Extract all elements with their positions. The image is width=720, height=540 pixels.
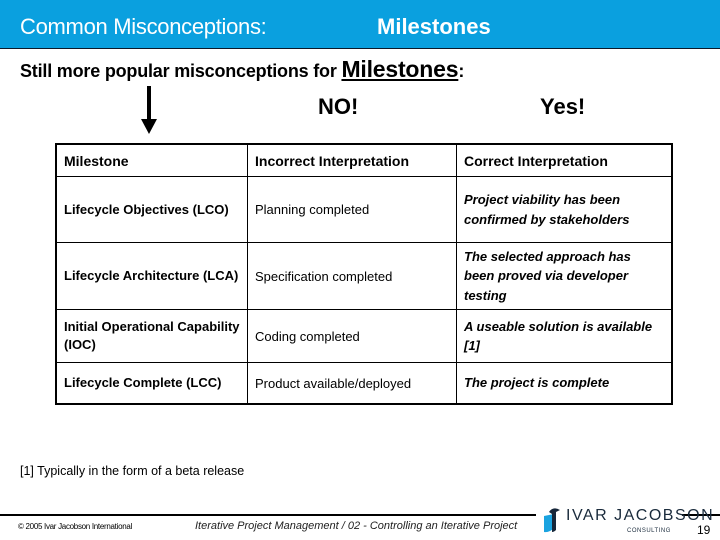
footer-divider-right: [682, 514, 720, 516]
subtitle-prefix: Still more popular misconceptions for: [20, 61, 342, 81]
column-header-incorrect: Incorrect Interpretation: [247, 143, 457, 177]
footnote: [1] Typically in the form of a beta rele…: [20, 464, 245, 478]
table-row: Lifecycle Architecture (LCA) Specificati…: [55, 242, 673, 310]
brand-subtitle: CONSULTING: [627, 528, 671, 534]
subtitle-suffix: :: [458, 61, 465, 81]
milestone-cell: Lifecycle Architecture (LCA): [55, 242, 248, 310]
incorrect-cell: Product available/deployed: [247, 362, 457, 405]
slide-subtitle: Still more popular misconceptions for Mi…: [20, 56, 464, 83]
yes-label: Yes!: [540, 94, 586, 119]
correct-cell: The selected approach has been proved vi…: [456, 242, 673, 310]
correct-cell: The project is complete: [456, 362, 673, 405]
milestone-cell: Lifecycle Objectives (LCO): [55, 176, 248, 243]
table-header-row: Milestone Incorrect Interpretation Corre…: [55, 143, 673, 177]
ivar-jacobson-logo-icon: [544, 508, 560, 533]
table-row: Initial Operational Capability (IOC) Cod…: [55, 309, 673, 363]
page-number: 19: [697, 523, 711, 537]
column-header-milestone: Milestone: [55, 143, 248, 177]
slide-header: Common Misconceptions: Milestones: [0, 0, 720, 49]
copyright-text: © 2005 Ivar Jacobson International: [18, 522, 132, 531]
no-label: NO!: [318, 94, 359, 119]
brand-name: IVAR JACOBSON: [566, 507, 715, 524]
incorrect-cell: Coding completed: [247, 309, 457, 363]
header-title-right: Milestones: [377, 14, 491, 39]
correct-cell: A useable solution is available [1]: [456, 309, 673, 363]
table-row: Lifecycle Objectives (LCO) Planning comp…: [55, 176, 673, 243]
milestones-table: Milestone Incorrect Interpretation Corre…: [55, 143, 673, 405]
footer-divider-left: [0, 514, 536, 516]
incorrect-cell: Planning completed: [247, 176, 457, 243]
header-title-left: Common Misconceptions:: [20, 14, 267, 39]
incorrect-cell: Specification completed: [247, 242, 457, 310]
milestone-cell: Initial Operational Capability (IOC): [55, 309, 248, 363]
correct-cell: Project viability has been confirmed by …: [456, 176, 673, 243]
course-title: Iterative Project Management / 02 - Cont…: [195, 520, 518, 532]
milestone-cell: Lifecycle Complete (LCC): [55, 362, 248, 405]
table-row: Lifecycle Complete (LCC) Product availab…: [55, 362, 673, 405]
arrow-down-icon: [141, 86, 157, 134]
subtitle-emphasis: Milestones: [341, 56, 459, 82]
column-header-correct: Correct Interpretation: [456, 143, 673, 177]
